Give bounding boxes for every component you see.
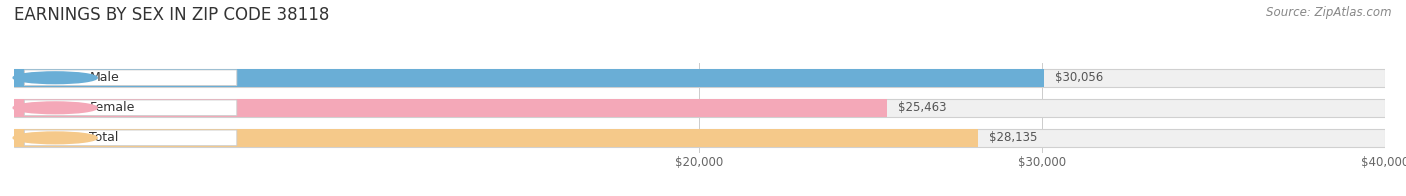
Bar	[14, 129, 979, 147]
Bar	[14, 129, 1385, 147]
FancyBboxPatch shape	[24, 70, 236, 86]
Bar	[14, 99, 1385, 117]
Text: $30,056: $30,056	[1054, 71, 1104, 84]
Text: Female: Female	[90, 101, 135, 114]
Bar	[14, 69, 1385, 87]
FancyBboxPatch shape	[24, 130, 236, 146]
Text: Male: Male	[90, 71, 120, 84]
Text: $25,463: $25,463	[897, 101, 946, 114]
Bar	[14, 69, 1045, 87]
FancyBboxPatch shape	[24, 100, 236, 116]
Text: EARNINGS BY SEX IN ZIP CODE 38118: EARNINGS BY SEX IN ZIP CODE 38118	[14, 6, 329, 24]
Bar	[14, 99, 887, 117]
Text: $28,135: $28,135	[990, 131, 1038, 144]
Text: Total: Total	[90, 131, 120, 144]
Text: Source: ZipAtlas.com: Source: ZipAtlas.com	[1267, 6, 1392, 19]
